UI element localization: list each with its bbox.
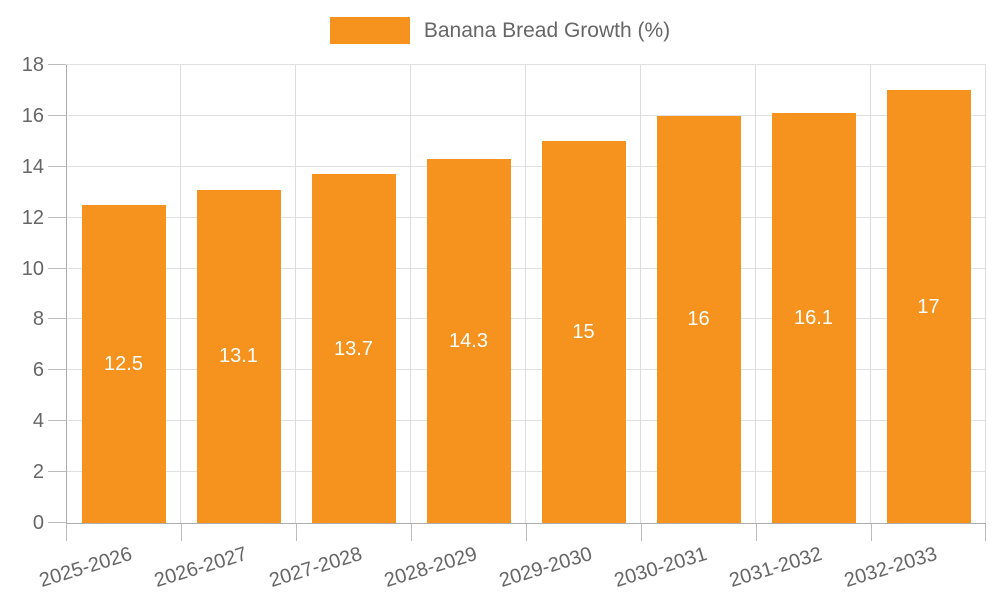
y-axis-label: 14 xyxy=(21,155,44,178)
bar[interactable]: 16.1 xyxy=(771,113,856,523)
x-tick xyxy=(985,523,986,541)
legend[interactable]: Banana Bread Growth (%) xyxy=(0,17,1000,44)
gridline-horizontal xyxy=(66,64,986,65)
y-tick xyxy=(48,64,66,65)
x-tick xyxy=(641,523,642,541)
bar-value-label: 12.5 xyxy=(104,352,143,375)
gridline-vertical xyxy=(755,65,756,523)
bar-value-label: 14.3 xyxy=(449,330,488,353)
y-axis-line xyxy=(66,65,67,524)
gridline-vertical xyxy=(180,65,181,523)
legend-label: Banana Bread Growth (%) xyxy=(423,18,671,42)
x-tick xyxy=(756,523,757,541)
y-axis-label: 4 xyxy=(32,410,44,433)
y-tick xyxy=(48,318,66,320)
y-tick xyxy=(48,114,66,116)
y-axis-label: 0 xyxy=(32,512,44,534)
x-tick xyxy=(296,523,297,541)
gridline-horizontal xyxy=(66,369,986,371)
gridline-vertical xyxy=(525,65,526,523)
y-tick xyxy=(48,267,66,269)
x-axis-line xyxy=(66,523,986,524)
gridline-horizontal xyxy=(66,267,986,269)
bar[interactable]: 12.5 xyxy=(81,204,166,523)
y-tick xyxy=(48,420,66,422)
bar-value-label: 17 xyxy=(917,295,940,318)
x-tick xyxy=(411,523,412,541)
y-axis-label: 16 xyxy=(21,104,44,127)
gridline-vertical xyxy=(295,65,296,523)
bar[interactable]: 17 xyxy=(886,90,971,523)
y-tick xyxy=(48,369,66,371)
bar-value-label: 13.1 xyxy=(219,345,258,368)
x-tick xyxy=(66,523,67,541)
bar[interactable]: 13.7 xyxy=(311,174,396,523)
x-tick xyxy=(526,523,527,541)
bar-value-label: 16.1 xyxy=(794,307,833,330)
gridline-horizontal xyxy=(66,165,986,167)
gridline-vertical xyxy=(410,65,411,523)
legend-swatch xyxy=(329,17,410,44)
bar-value-label: 16 xyxy=(687,308,710,331)
gridline-horizontal xyxy=(66,114,986,116)
y-axis-label: 10 xyxy=(21,257,44,280)
bar[interactable]: 16 xyxy=(656,115,741,523)
gridline-horizontal xyxy=(66,318,986,320)
x-tick xyxy=(871,523,872,541)
bar-value-label: 13.7 xyxy=(334,337,373,360)
bar-value-label: 15 xyxy=(572,321,595,344)
bar[interactable]: 15 xyxy=(541,141,626,523)
y-axis-label: 2 xyxy=(32,461,44,484)
bar[interactable]: 13.1 xyxy=(196,189,281,523)
bar[interactable]: 14.3 xyxy=(426,159,511,523)
gridline-horizontal xyxy=(66,420,986,422)
y-tick xyxy=(48,165,66,167)
gridline-vertical xyxy=(870,65,871,523)
x-tick xyxy=(181,523,182,541)
gridline-vertical xyxy=(640,65,641,523)
gridline-vertical xyxy=(985,65,986,523)
y-tick xyxy=(48,216,66,218)
y-axis-label: 12 xyxy=(21,206,44,229)
gridline-horizontal xyxy=(66,471,986,473)
y-axis-label: 8 xyxy=(32,308,44,331)
y-tick xyxy=(48,471,66,473)
y-axis-label: 18 xyxy=(21,54,44,76)
gridline-horizontal xyxy=(66,216,986,218)
y-tick xyxy=(48,522,66,523)
y-axis-label: 6 xyxy=(32,359,44,382)
